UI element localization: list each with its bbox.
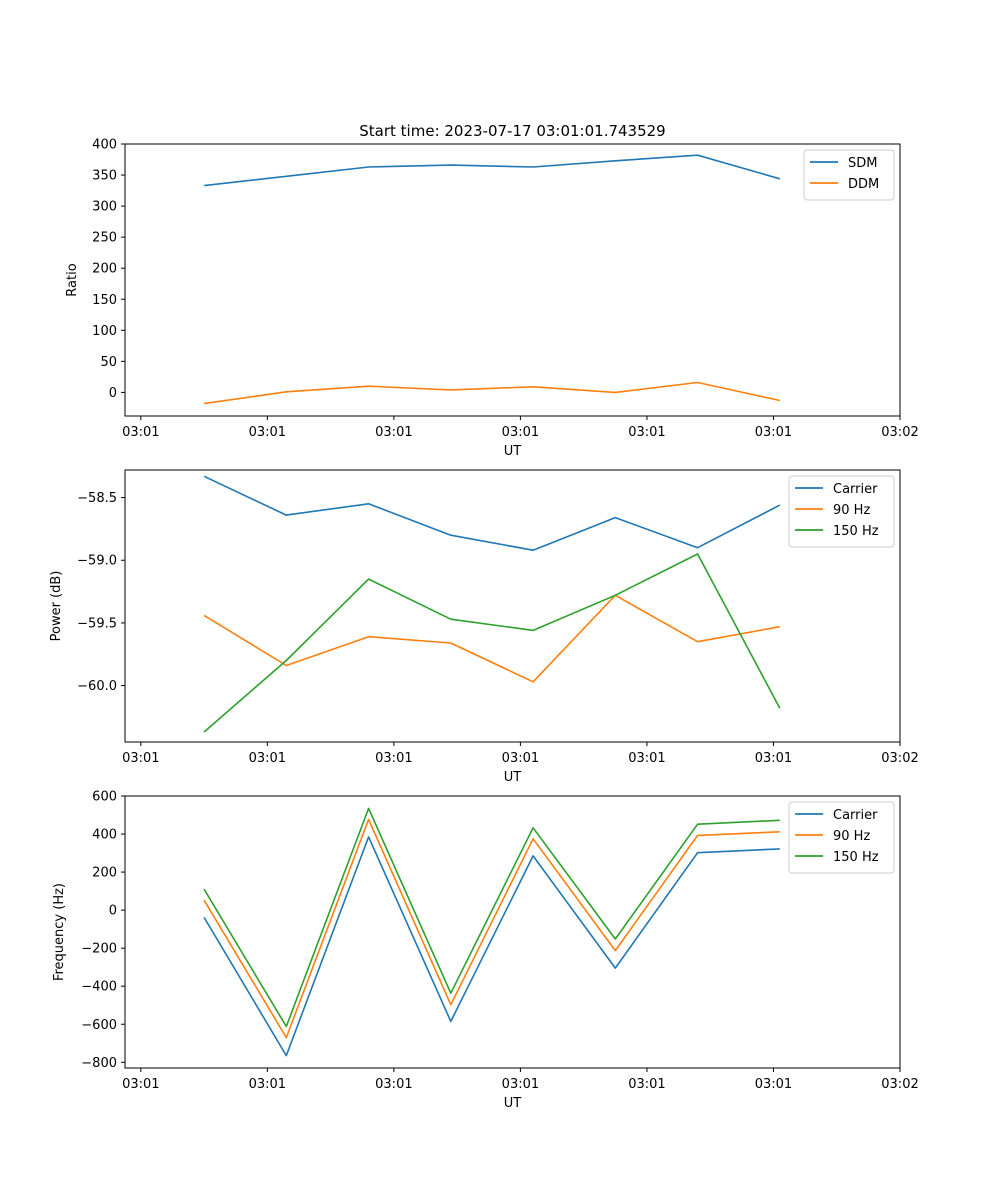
x-axis-label: UT: [504, 1096, 522, 1111]
x-tick-label: 03:02: [881, 425, 918, 440]
x-axis-label: UT: [504, 770, 522, 785]
legend-label: 90 Hz: [833, 829, 870, 844]
y-tick-label: −58.5: [77, 491, 117, 506]
chart-panel-3: 03:01 03:01 03:01 03:01 03:01 03:01 03:02 −800 −…: [52, 790, 919, 1112]
legend-label: Carrier: [833, 808, 878, 823]
series-line-carrier: [203, 836, 780, 1057]
legend: SDM DDM: [803, 149, 895, 201]
y-axis-label: Power (dB): [49, 571, 64, 642]
legend-label: Carrier: [833, 482, 878, 497]
legend-label: SDM: [848, 156, 877, 171]
legend-label: 90 Hz: [833, 503, 870, 518]
y-tick-label: 0: [109, 904, 117, 919]
y-tick-label: −59.0: [77, 554, 117, 569]
y-tick-label: 50: [100, 355, 117, 370]
y-axis-label: Ratio: [65, 263, 80, 296]
legend: Carrier 90 Hz 150 Hz: [788, 801, 895, 874]
plot-frame: [124, 143, 901, 417]
x-tick-label: 03:01: [122, 751, 159, 766]
y-tick-label: 400: [92, 828, 117, 843]
y-tick-label: −59.5: [77, 616, 117, 631]
plot-frame: [124, 795, 901, 1069]
x-tick-label: 03:01: [628, 1077, 665, 1092]
legend-label: 150 Hz: [833, 524, 879, 539]
series-line-150-hz: [203, 553, 781, 733]
series-line-150-hz: [203, 807, 780, 1028]
x-tick-label: 03:01: [375, 425, 412, 440]
x-tick-label: 03:01: [122, 425, 159, 440]
y-tick-label: 600: [92, 790, 117, 805]
legend: Carrier 90 Hz 150 Hz: [788, 475, 895, 548]
y-tick-label: 150: [92, 293, 117, 308]
x-tick-label: 03:01: [755, 1077, 792, 1092]
x-tick-label: 03:01: [755, 751, 792, 766]
y-tick-label: 200: [92, 866, 117, 881]
x-tick-label: 03:01: [375, 1077, 412, 1092]
chart-panel-1: 03:01 03:01 03:01 03:01 03:01 03:01 03:02 0 50 10…: [65, 122, 919, 459]
x-tick-label: 03:01: [502, 425, 539, 440]
x-axis-label: UT: [504, 444, 522, 459]
y-tick-label: −400: [81, 980, 117, 995]
y-tick-label: 400: [92, 138, 117, 153]
chart-panel-2: 03:01 03:01 03:01 03:01 03:01 03:01 03:02 −60.0…: [49, 469, 919, 785]
series-line-90-hz: [203, 818, 780, 1039]
y-tick-label: −800: [81, 1056, 117, 1071]
x-tick-label: 03:01: [249, 425, 286, 440]
x-tick-label: 03:01: [628, 751, 665, 766]
chart-title: Start time: 2023-07-17 03:01:01.743529: [359, 122, 665, 140]
y-axis-label: Frequency (Hz): [52, 883, 67, 981]
plot-frame: [124, 469, 901, 743]
x-tick-label: 03:01: [249, 751, 286, 766]
x-tick-label: 03:01: [502, 751, 539, 766]
series-line-90-hz: [203, 594, 780, 683]
legend-label: DDM: [848, 177, 879, 192]
y-tick-label: −200: [81, 942, 117, 957]
series-line-carrier: [203, 475, 781, 552]
y-tick-label: 100: [92, 324, 117, 339]
y-tick-label: −60.0: [77, 679, 117, 694]
y-tick-label: 250: [92, 231, 117, 246]
y-tick-label: 200: [92, 262, 117, 277]
x-tick-label: 03:01: [628, 425, 665, 440]
x-tick-label: 03:01: [502, 1077, 539, 1092]
series-line-sdm: [204, 154, 781, 187]
legend-label: 150 Hz: [833, 850, 879, 865]
x-tick-label: 03:01: [249, 1077, 286, 1092]
y-tick-label: 350: [92, 169, 117, 184]
y-tick-label: 0: [109, 386, 117, 401]
y-tick-label: −600: [81, 1018, 117, 1033]
x-tick-label: 03:01: [755, 425, 792, 440]
x-tick-label: 03:01: [122, 1077, 159, 1092]
x-tick-label: 03:01: [375, 751, 412, 766]
x-tick-label: 03:02: [881, 751, 918, 766]
series-line-ddm: [203, 381, 780, 405]
x-tick-label: 03:02: [881, 1077, 918, 1092]
y-tick-label: 300: [92, 200, 117, 215]
